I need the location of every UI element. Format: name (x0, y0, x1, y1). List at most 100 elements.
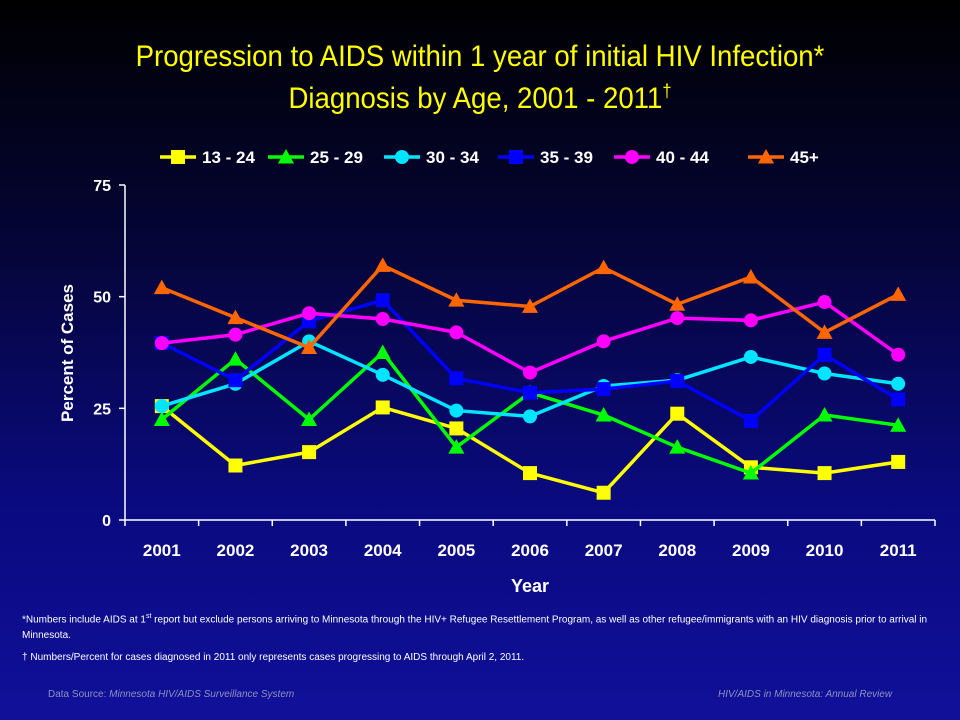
data-point (375, 293, 390, 308)
x-tick-label: 2007 (585, 541, 623, 560)
x-axis-title: Year (511, 576, 549, 596)
data-point (669, 439, 686, 454)
data-point (449, 403, 464, 418)
legend-item: 13 - 24 (160, 148, 255, 167)
data-point (817, 295, 832, 310)
data-point (743, 349, 758, 364)
x-tick-label: 2010 (806, 541, 844, 560)
data-point (596, 382, 611, 397)
x-tick-label: 2003 (290, 541, 328, 560)
data-point (153, 279, 170, 295)
data-point (817, 466, 832, 481)
data-point (523, 409, 537, 424)
data-point (595, 406, 612, 422)
data-point (670, 374, 685, 389)
data-point (154, 336, 169, 351)
data-point (302, 306, 317, 321)
data-point (891, 454, 906, 469)
data-point (227, 309, 244, 325)
x-tick-label: 2009 (732, 541, 770, 560)
footnote-1-text-a: *Numbers include AIDS at 1 (22, 614, 146, 626)
legend-item: 45+ (748, 148, 819, 167)
x-tick-label: 2008 (658, 541, 696, 560)
data-point (595, 259, 612, 275)
x-tick-label: 2004 (364, 541, 402, 560)
data-point (669, 296, 686, 311)
x-tick-label: 2006 (511, 541, 549, 560)
data-point (448, 292, 465, 307)
data-point (743, 413, 758, 428)
title-dagger: † (662, 81, 672, 101)
data-source: Data Source: Minnesota HIV/AIDS Surveill… (48, 689, 294, 700)
chart-series (153, 257, 907, 500)
legend-label: 45+ (790, 148, 819, 167)
legend-label: 30 - 34 (426, 148, 479, 167)
data-point (742, 268, 759, 284)
chart-axes: 0 25 50 75 2001 2002 2003 2004 2005 2006 2007 2008 2… (58, 178, 936, 596)
report-name: HIV/AIDS in Minnesota: Annual Review (718, 689, 892, 700)
legend-label: 35 - 39 (540, 148, 593, 167)
data-point (523, 365, 537, 380)
series-45+ (153, 257, 907, 355)
data-point (523, 466, 537, 481)
legend-label: 25 - 29 (310, 148, 363, 167)
data-point (153, 411, 170, 426)
y-tick-label: 75 (93, 178, 111, 195)
data-point (521, 298, 539, 313)
data-point (891, 392, 906, 407)
footnote-2: † Numbers/Percent for cases diagnosed in… (22, 650, 937, 666)
legend-swatch-marker (171, 150, 185, 164)
data-point (891, 347, 906, 362)
legend-swatch-marker (509, 150, 523, 164)
x-tick-label: 2011 (880, 541, 917, 560)
legend-swatch-marker (277, 148, 295, 164)
legend-item: 30 - 34 (384, 148, 479, 167)
legend-item: 25 - 29 (268, 148, 363, 167)
footnote-2-mark: † (22, 652, 28, 663)
data-point (817, 366, 832, 381)
data-point (596, 485, 611, 500)
data-point (890, 286, 907, 301)
data-point (301, 411, 318, 426)
data-point (816, 324, 833, 339)
data-point (227, 351, 244, 366)
x-tick-label: 2002 (217, 541, 255, 560)
title-line-2: Diagnosis by Age, 2001 - 2011 (288, 82, 663, 115)
line-chart: 13 - 24 25 - 29 30 - 34 35 - 39 40 - 44 45+ 0… (58, 148, 936, 596)
data-point (449, 325, 464, 340)
legend-label: 40 - 44 (656, 148, 709, 167)
y-tick-label: 25 (93, 401, 111, 418)
data-point (375, 312, 390, 326)
data-point (228, 373, 243, 388)
data-point (523, 385, 537, 400)
y-tick-label: 50 (93, 290, 111, 307)
data-point (302, 445, 317, 460)
data-point (670, 311, 685, 326)
data-point (449, 421, 464, 436)
legend-swatch-marker (625, 150, 639, 164)
y-tick-label: 0 (102, 513, 111, 530)
legend-label: 13 - 24 (202, 148, 255, 167)
chart-legend: 13 - 24 25 - 29 30 - 34 35 - 39 40 - 44 45+ (160, 148, 819, 167)
data-point (891, 376, 906, 391)
series-35-39 (154, 293, 906, 428)
footnote-1-text-b: report but exclude persons arriving to M… (22, 614, 928, 642)
data-point (596, 334, 611, 349)
data-point (154, 399, 169, 414)
footnote-1: *Numbers include AIDS at 1st report but … (22, 609, 937, 644)
legend-swatch-marker (757, 148, 775, 164)
data-point (374, 344, 391, 359)
report-name-value: HIV/AIDS in Minnesota: Annual Review (718, 689, 893, 700)
data-point (670, 406, 685, 421)
data-point (743, 313, 758, 328)
footnote-1-sup: st (145, 613, 152, 620)
data-point (449, 371, 464, 386)
data-source-label: Data Source: (48, 689, 110, 700)
data-point (375, 367, 390, 382)
legend-item: 35 - 39 (498, 148, 593, 167)
title-line-1: Progression to AIDS within 1 year of ini… (135, 40, 825, 73)
data-point (228, 327, 243, 342)
data-point (816, 406, 833, 422)
data-point (448, 439, 465, 454)
footnote-2-text: Numbers/Percent for cases diagnosed in 2… (27, 652, 525, 663)
